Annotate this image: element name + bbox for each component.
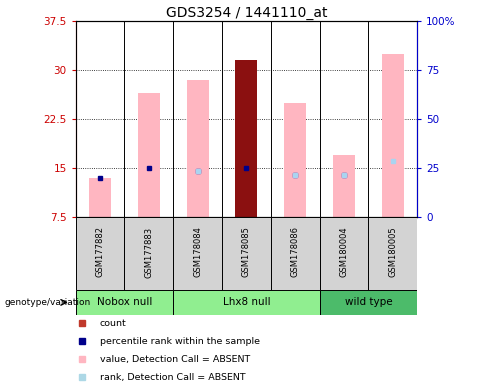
Text: GSM177883: GSM177883 (144, 227, 153, 278)
Bar (187, 80, 209, 217)
Text: percentile rank within the sample: percentile rank within the sample (100, 337, 260, 346)
Bar (173, 290, 320, 315)
Text: GSM178084: GSM178084 (193, 227, 202, 277)
Text: GSM180005: GSM180005 (388, 227, 397, 277)
Bar (285, 103, 306, 217)
Text: genotype/variation: genotype/variation (5, 298, 91, 307)
Text: value, Detection Call = ABSENT: value, Detection Call = ABSENT (100, 354, 250, 364)
Text: GSM177882: GSM177882 (96, 227, 104, 278)
Text: rank, Detection Call = ABSENT: rank, Detection Call = ABSENT (100, 372, 245, 382)
Text: wild type: wild type (345, 297, 392, 308)
Bar (271, 217, 320, 290)
Bar (89, 178, 111, 217)
Bar (222, 217, 271, 290)
Text: Nobox null: Nobox null (97, 297, 152, 308)
Text: GSM180004: GSM180004 (340, 227, 348, 277)
Bar (382, 54, 404, 217)
Bar (124, 217, 173, 290)
Bar (76, 290, 173, 315)
Text: GSM178086: GSM178086 (291, 227, 300, 278)
Title: GDS3254 / 1441110_at: GDS3254 / 1441110_at (166, 6, 327, 20)
Bar (333, 155, 355, 217)
Bar (320, 290, 417, 315)
Text: Lhx8 null: Lhx8 null (223, 297, 270, 308)
Bar (320, 217, 368, 290)
Text: count: count (100, 319, 126, 328)
Bar (173, 217, 222, 290)
Bar (138, 93, 160, 217)
Bar (236, 60, 258, 217)
Bar (368, 217, 417, 290)
Text: GSM178085: GSM178085 (242, 227, 251, 277)
Bar (76, 217, 124, 290)
